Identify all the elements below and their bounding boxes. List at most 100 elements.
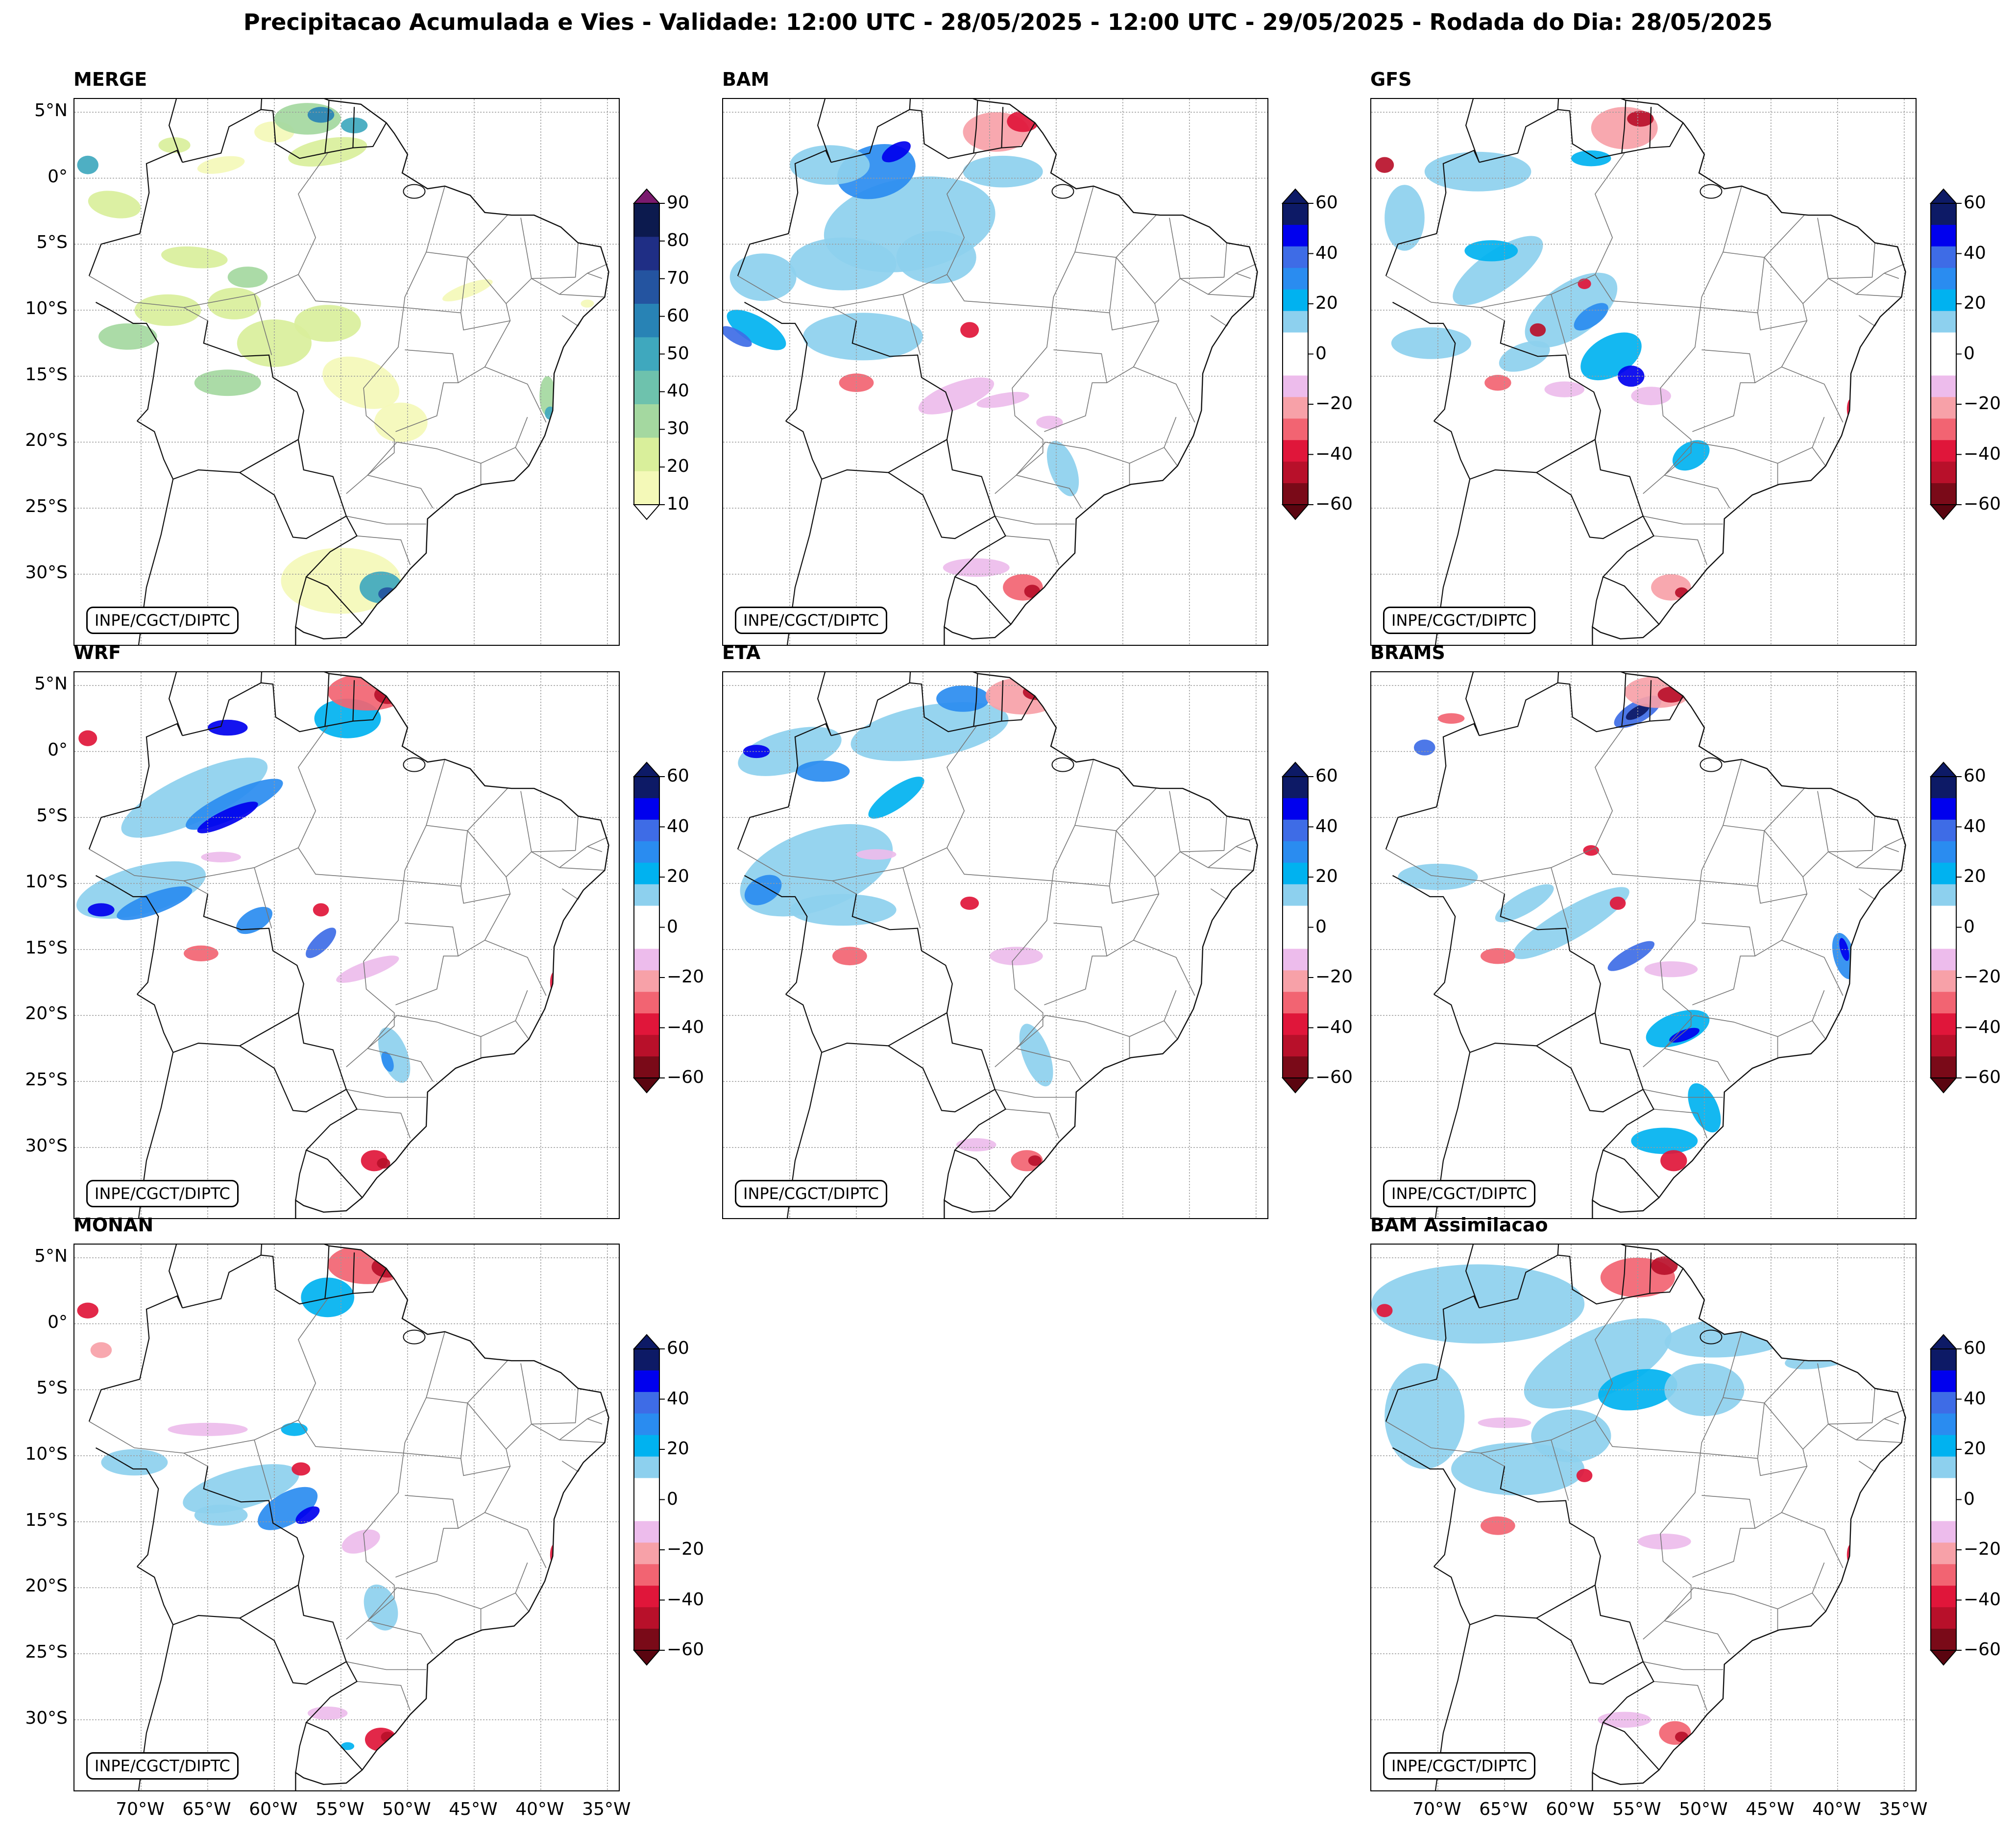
- colorbar-segment: [1283, 927, 1308, 949]
- precip-area: [101, 1449, 168, 1476]
- country-border: [88, 99, 183, 276]
- country-border: [1557, 672, 1684, 733]
- precip-area: [168, 1422, 248, 1436]
- country-border: [305, 515, 363, 625]
- state-border: [183, 274, 461, 314]
- colorbar-tick-label: 20: [1964, 293, 1986, 313]
- precip-area: [1011, 1150, 1043, 1172]
- state-border: [1044, 923, 1108, 1005]
- colorbar-tick-label: 20: [667, 866, 689, 886]
- country-border: [182, 1254, 262, 1309]
- map-monan: INPE/CGCT/DIPTC: [73, 1244, 620, 1791]
- colorbar-segment: [1283, 1013, 1308, 1035]
- precip-area: [1478, 1417, 1531, 1428]
- precip-area: [976, 391, 1029, 408]
- state-border: [832, 274, 1110, 314]
- coastline: [1592, 99, 1906, 645]
- panel-title: ETA: [722, 642, 761, 663]
- colorbar-segment: [634, 1456, 659, 1479]
- state-border: [1777, 1592, 1813, 1630]
- colorbar-tick-label: 20: [1964, 1439, 1986, 1459]
- lat-tick-label: 5°S: [36, 232, 68, 253]
- credit-label: INPE/CGCT/DIPTC: [86, 607, 239, 634]
- state-border: [1802, 791, 1829, 878]
- state-border: [1653, 535, 1708, 565]
- precip-area: [1524, 1318, 1672, 1409]
- country-border: [909, 672, 1036, 733]
- colorbar-segment: [1931, 1392, 1956, 1414]
- state-border: [458, 320, 511, 383]
- colorbar-segment: [1283, 841, 1308, 863]
- country-border: [239, 1585, 347, 1685]
- state-border: [1594, 1298, 1625, 1420]
- island: [1700, 184, 1723, 199]
- state-border: [1106, 894, 1160, 956]
- colorbar-segment: [1931, 1521, 1956, 1543]
- colorbar-segment: [1931, 1413, 1956, 1436]
- precip-area: [1384, 1363, 1465, 1469]
- colorbar-tick-label: 0: [1315, 343, 1327, 364]
- state-border: [902, 294, 921, 355]
- country-border: [954, 515, 1012, 625]
- colorbar-tick-label: 60: [1964, 193, 1986, 213]
- precip-area: [1669, 1027, 1700, 1043]
- state-border: [1700, 251, 1765, 313]
- ocean-mask: [723, 99, 1267, 645]
- colorbar-segment: [1931, 1629, 1956, 1651]
- colorbar-tick-label: 90: [667, 193, 689, 213]
- colorbar-tick-label: −60: [667, 1067, 704, 1087]
- state-border: [1754, 320, 1808, 383]
- colorbar-tick-label: −60: [667, 1639, 704, 1660]
- colorbar-extend-min: [1929, 504, 1958, 520]
- precip-area: [790, 237, 897, 291]
- state-border: [480, 1592, 516, 1630]
- lon-tick-label: 70°W: [1412, 1799, 1461, 1819]
- ocean-mask: [74, 1245, 619, 1790]
- country-border: [239, 439, 347, 539]
- state-border: [1884, 1418, 1899, 1425]
- colorbar-extend-max: [1929, 761, 1958, 777]
- state-border: [1551, 294, 1569, 355]
- country-border: [1602, 515, 1660, 625]
- lat-tick-label: 30°S: [25, 1135, 68, 1156]
- lat-tick-label: 0°: [48, 1312, 68, 1332]
- state-border: [1164, 990, 1178, 1040]
- precip-area: [1481, 948, 1515, 964]
- precip-area: [201, 852, 241, 862]
- precip-area: [197, 156, 245, 174]
- island: [403, 1329, 426, 1345]
- colorbar-tick-label: 40: [667, 381, 689, 401]
- colorbar-segment: [1931, 440, 1956, 462]
- precip-area: [744, 875, 782, 905]
- lat-tick-label: 10°S: [25, 298, 68, 319]
- precip-area: [1391, 327, 1471, 359]
- country-border: [1001, 680, 1004, 721]
- state-border: [1828, 816, 1875, 853]
- country-border: [1649, 680, 1652, 721]
- state-border: [1109, 257, 1160, 331]
- colorbar-segment: [634, 1478, 659, 1500]
- colorbar-segment: [634, 884, 659, 906]
- precip-area: [194, 369, 261, 396]
- state-border: [1664, 441, 1778, 476]
- precip-area: [77, 1302, 98, 1319]
- state-border: [1051, 825, 1117, 886]
- state-border: [1764, 788, 1805, 831]
- state-border: [1884, 846, 1899, 853]
- state-border: [1106, 320, 1160, 383]
- colorbar-tick-label: 20: [1964, 866, 1986, 886]
- state-border: [89, 275, 208, 321]
- state-border: [1016, 1015, 1130, 1049]
- colorbar-segment: [634, 841, 659, 863]
- country-border: [1621, 100, 1627, 153]
- colorbar-tick-label: 40: [667, 816, 689, 836]
- colorbar-tick-label: −40: [667, 1017, 704, 1037]
- colorbar-tick-label: 20: [667, 1439, 689, 1459]
- colorbar-tick-label: 80: [667, 230, 689, 250]
- colorbar-tick-label: −60: [1315, 494, 1353, 514]
- colorbar-segment: [1283, 440, 1308, 462]
- country-border: [88, 672, 183, 850]
- state-border: [1016, 1048, 1082, 1082]
- colorbar-segment: [1283, 819, 1308, 842]
- colorbar-segment: [1283, 397, 1308, 419]
